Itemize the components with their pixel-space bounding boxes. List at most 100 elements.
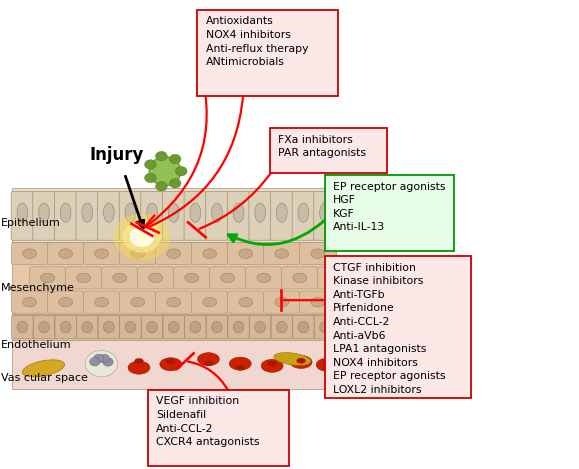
Circle shape	[145, 173, 156, 182]
Ellipse shape	[311, 297, 325, 307]
FancyBboxPatch shape	[250, 315, 271, 339]
FancyBboxPatch shape	[65, 267, 102, 289]
Ellipse shape	[131, 249, 145, 258]
Ellipse shape	[95, 249, 108, 258]
Ellipse shape	[316, 358, 338, 371]
Ellipse shape	[168, 321, 179, 333]
FancyBboxPatch shape	[271, 315, 292, 339]
Ellipse shape	[82, 203, 93, 222]
Ellipse shape	[203, 297, 217, 307]
Ellipse shape	[229, 357, 251, 370]
Ellipse shape	[39, 203, 49, 222]
Text: Endothelium: Endothelium	[1, 340, 72, 350]
Ellipse shape	[257, 273, 270, 283]
Ellipse shape	[95, 297, 108, 307]
Ellipse shape	[276, 321, 287, 333]
FancyBboxPatch shape	[228, 315, 249, 339]
FancyBboxPatch shape	[263, 242, 300, 265]
Ellipse shape	[131, 297, 145, 307]
FancyBboxPatch shape	[98, 315, 119, 339]
FancyBboxPatch shape	[314, 192, 336, 240]
Ellipse shape	[58, 249, 72, 258]
Ellipse shape	[23, 360, 64, 377]
Ellipse shape	[293, 273, 307, 283]
Ellipse shape	[197, 353, 219, 366]
FancyBboxPatch shape	[197, 10, 338, 96]
FancyBboxPatch shape	[54, 192, 77, 240]
Circle shape	[85, 350, 118, 377]
Ellipse shape	[17, 203, 28, 222]
Ellipse shape	[41, 273, 54, 283]
Ellipse shape	[60, 321, 71, 333]
FancyBboxPatch shape	[12, 314, 336, 340]
Ellipse shape	[23, 297, 36, 307]
FancyBboxPatch shape	[76, 315, 98, 339]
Ellipse shape	[190, 203, 201, 222]
FancyBboxPatch shape	[192, 242, 228, 265]
Circle shape	[99, 355, 109, 363]
Circle shape	[145, 160, 156, 169]
FancyBboxPatch shape	[163, 192, 185, 240]
Ellipse shape	[160, 358, 182, 371]
Circle shape	[123, 222, 160, 252]
Ellipse shape	[146, 203, 157, 222]
FancyBboxPatch shape	[30, 267, 66, 289]
Ellipse shape	[298, 203, 309, 222]
Ellipse shape	[168, 203, 179, 222]
Ellipse shape	[221, 273, 234, 283]
FancyArrowPatch shape	[188, 362, 228, 389]
Ellipse shape	[211, 321, 222, 333]
Ellipse shape	[17, 321, 28, 333]
FancyBboxPatch shape	[47, 291, 84, 313]
Ellipse shape	[275, 297, 289, 307]
Ellipse shape	[204, 361, 213, 366]
Circle shape	[169, 179, 181, 188]
Ellipse shape	[236, 365, 245, 371]
Ellipse shape	[39, 321, 49, 333]
FancyBboxPatch shape	[33, 192, 55, 240]
FancyArrowPatch shape	[228, 220, 325, 244]
FancyBboxPatch shape	[12, 242, 48, 265]
FancyBboxPatch shape	[141, 315, 163, 339]
FancyBboxPatch shape	[76, 192, 98, 240]
FancyBboxPatch shape	[83, 242, 120, 265]
FancyBboxPatch shape	[101, 267, 138, 289]
FancyBboxPatch shape	[318, 267, 354, 289]
FancyBboxPatch shape	[206, 315, 228, 339]
Ellipse shape	[233, 321, 244, 333]
FancyBboxPatch shape	[55, 315, 76, 339]
Ellipse shape	[276, 203, 287, 222]
FancyBboxPatch shape	[12, 340, 336, 389]
Ellipse shape	[23, 249, 36, 258]
FancyBboxPatch shape	[34, 315, 54, 339]
Text: Mesenchyme: Mesenchyme	[1, 283, 75, 294]
Ellipse shape	[167, 249, 181, 258]
FancyBboxPatch shape	[119, 242, 156, 265]
Ellipse shape	[149, 157, 181, 186]
Ellipse shape	[104, 203, 114, 222]
FancyBboxPatch shape	[281, 267, 318, 289]
Ellipse shape	[311, 249, 325, 258]
Text: Epithelium: Epithelium	[1, 218, 61, 228]
Ellipse shape	[82, 321, 93, 333]
Ellipse shape	[185, 273, 199, 283]
FancyArrowPatch shape	[144, 215, 155, 228]
Ellipse shape	[125, 203, 136, 222]
FancyBboxPatch shape	[206, 192, 228, 240]
Ellipse shape	[323, 365, 332, 371]
Ellipse shape	[267, 361, 277, 366]
Circle shape	[130, 227, 153, 246]
Ellipse shape	[60, 203, 71, 222]
FancyBboxPatch shape	[148, 390, 289, 466]
Ellipse shape	[125, 321, 136, 333]
FancyBboxPatch shape	[299, 291, 336, 313]
FancyBboxPatch shape	[98, 192, 120, 240]
FancyBboxPatch shape	[119, 291, 156, 313]
FancyBboxPatch shape	[137, 267, 174, 289]
Ellipse shape	[128, 361, 150, 374]
FancyBboxPatch shape	[12, 242, 336, 314]
Text: FXa inhibitors
PAR antagonists: FXa inhibitors PAR antagonists	[278, 135, 366, 158]
FancyBboxPatch shape	[12, 315, 33, 339]
Ellipse shape	[211, 203, 222, 222]
Ellipse shape	[329, 273, 343, 283]
